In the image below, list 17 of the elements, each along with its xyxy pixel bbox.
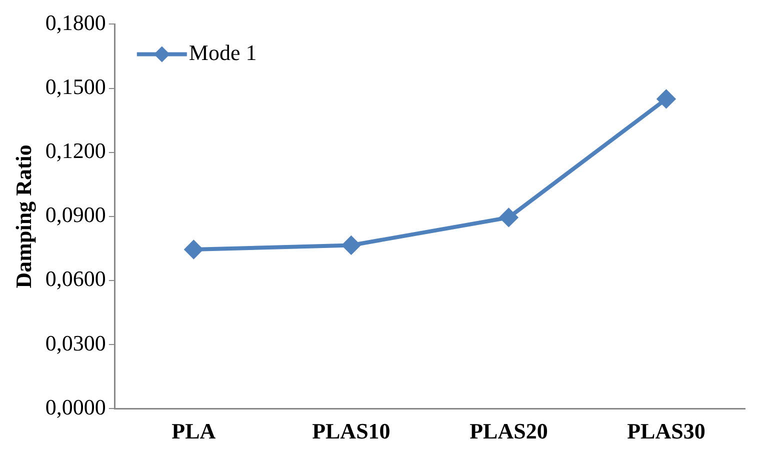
y-axis-title: Damping Ratio — [10, 144, 36, 288]
y-tick-label: 0,1200 — [45, 138, 106, 164]
x-tick-label: PLAS20 — [470, 418, 548, 444]
y-tick-label: 0,0300 — [45, 330, 106, 356]
x-tick-label: PLAS10 — [312, 418, 390, 444]
x-tick-label: PLAS30 — [627, 418, 706, 444]
y-tick-label: 0,1500 — [45, 74, 106, 100]
y-tick-label: 0,0600 — [45, 266, 106, 292]
point — [500, 208, 518, 226]
y-tick-label: 0,1800 — [45, 10, 106, 35]
x-tick-label: PLA — [172, 418, 216, 444]
point — [657, 90, 676, 108]
y-tick-label: 0,0000 — [45, 394, 106, 420]
y-tick-label: 0,0900 — [45, 202, 106, 228]
legend-label: Mode 1 — [188, 40, 257, 65]
point — [342, 236, 360, 254]
point — [184, 240, 203, 258]
